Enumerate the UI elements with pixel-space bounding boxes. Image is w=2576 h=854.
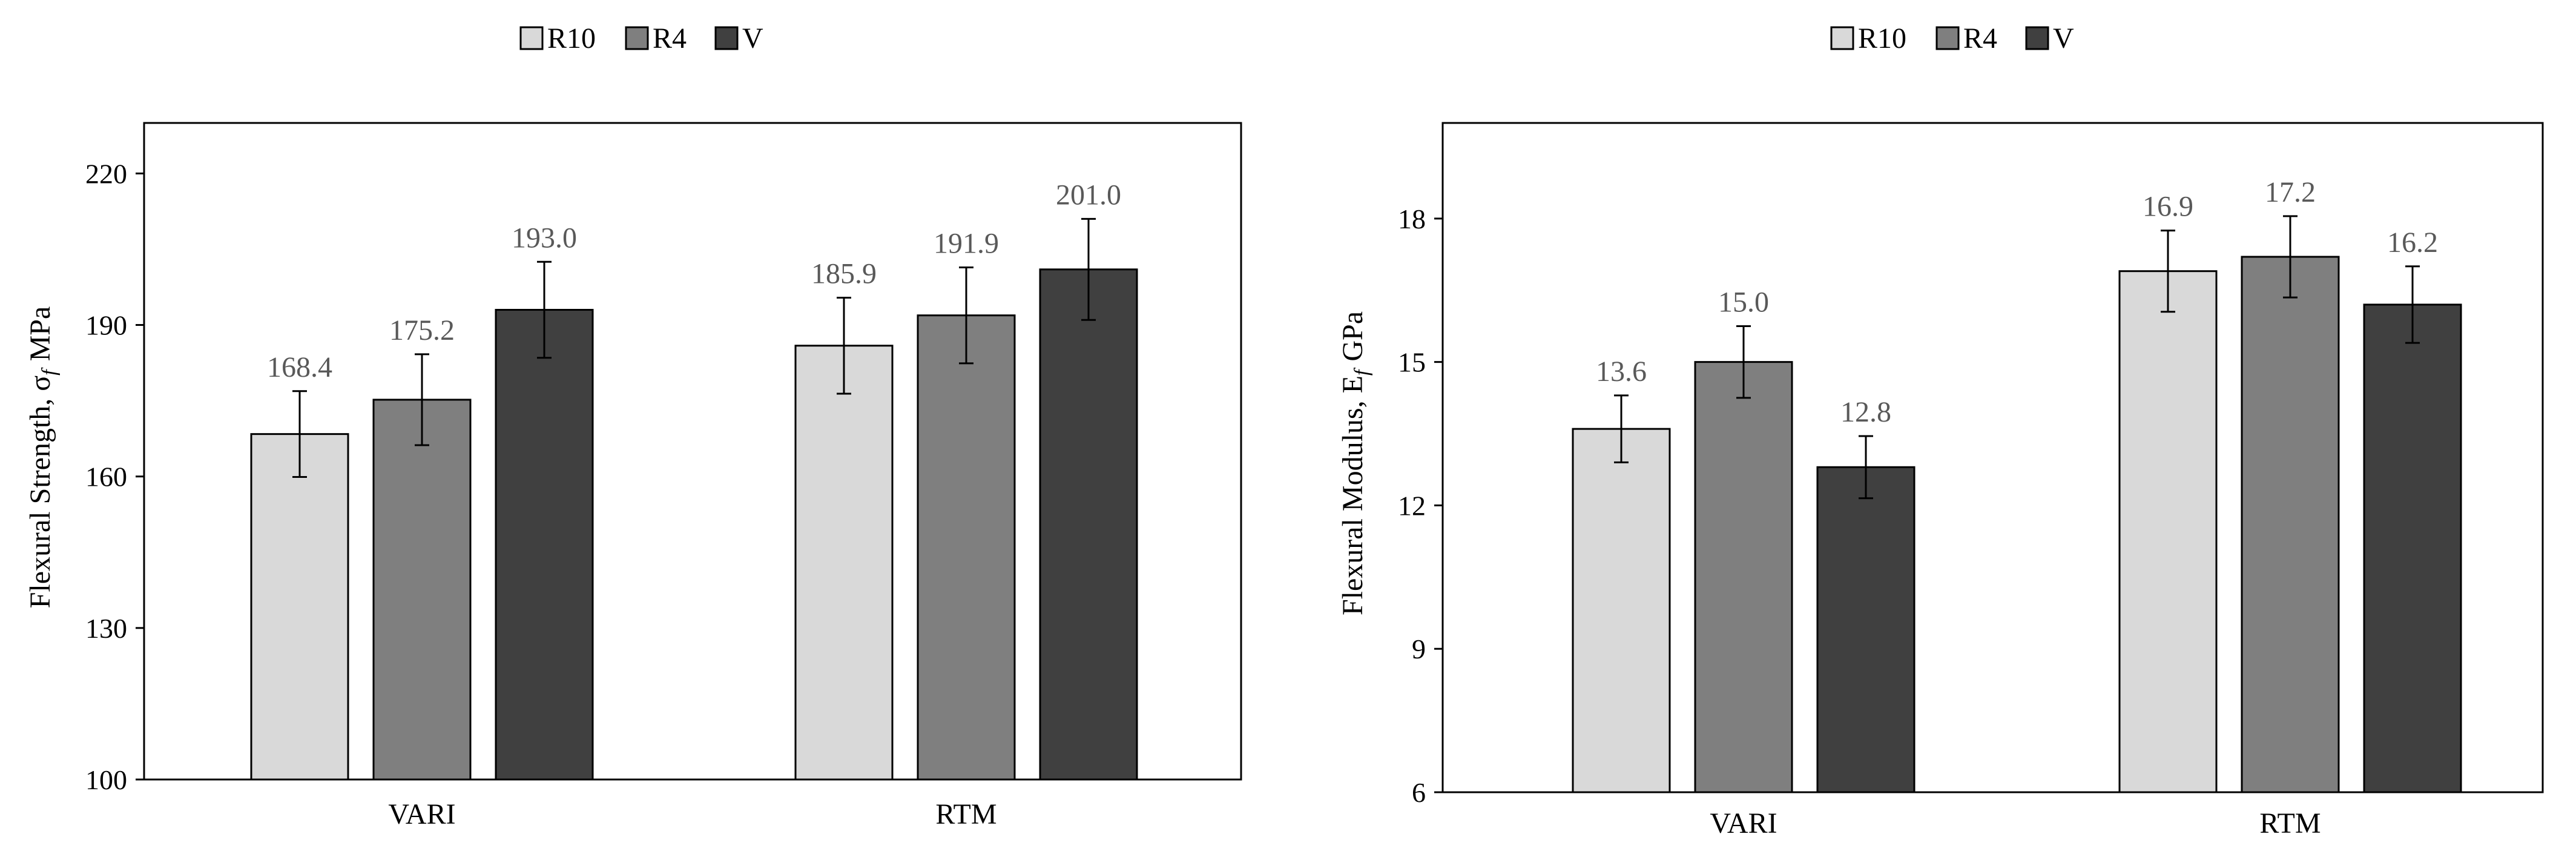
y-axis-label-unit: GPa	[1337, 311, 1369, 362]
bar-r10-rtm	[794, 345, 894, 781]
data-label: 193.0	[512, 222, 577, 254]
x-category-label: VARI	[388, 798, 455, 830]
data-label: 191.9	[934, 227, 999, 259]
bar-r4-rtm	[2241, 256, 2340, 793]
legend-label: R4	[1963, 22, 1997, 55]
data-label: 16.2	[2387, 227, 2438, 259]
bar-r10-vari	[250, 433, 349, 781]
y-tick-label: 160	[85, 462, 127, 492]
y-tick-label: 220	[85, 158, 127, 189]
legend-swatch-v	[714, 26, 739, 50]
bar-v-rtm	[2363, 303, 2462, 793]
data-label: 175.2	[389, 314, 455, 346]
legend-swatch-r4	[625, 26, 649, 50]
y-tick-label: 6	[1412, 777, 1426, 808]
data-label: 201.0	[1056, 179, 1121, 211]
legend-label: V	[742, 22, 763, 55]
y-axis-label-main: Flexural Modulus, E	[1337, 376, 1369, 615]
data-label: 13.6	[1596, 356, 1647, 388]
plot-area: 100 130 160 190 220 168.4 175.2 193.0 VARI 185.9 1…	[85, 122, 1242, 830]
plot-border	[143, 122, 1242, 781]
bar-r4-vari	[372, 399, 472, 781]
bar-r10-vari	[1572, 428, 1671, 793]
plot-border	[1441, 122, 2544, 793]
data-label: 168.4	[267, 351, 332, 383]
x-category-label: RTM	[2259, 807, 2321, 839]
y-axis-label: Flexural Modulus, Ef GPa	[1337, 311, 1373, 615]
bar-v-rtm	[1039, 268, 1138, 781]
y-tick-label: 190	[85, 310, 127, 341]
legend-label: R10	[547, 22, 596, 55]
bar-r4-rtm	[917, 314, 1016, 781]
data-label: 16.9	[2143, 191, 2193, 223]
legend-swatch-r4	[1935, 26, 1960, 50]
data-label: 12.8	[1840, 396, 1891, 428]
legend-swatch-v	[2025, 26, 2049, 50]
y-tick-label: 15	[1398, 347, 1426, 378]
y-tick-label: 130	[85, 613, 127, 644]
legend-swatch-r10	[1830, 26, 1854, 50]
y-axis-label-main: Flexural Strength, σ	[24, 376, 56, 609]
flexural-strength-chart: R10 R4 V 100 130 160 190 220 168.4 175.2 193.0 VAR…	[24, 22, 1242, 830]
plot-area: 6 9 12 15 18 13.6 15.0 12.8 VARI 16.9 17.2 16.2 RTM	[1398, 122, 2544, 839]
y-tick-label: 100	[85, 764, 127, 795]
legend-swatch-r10	[519, 26, 544, 50]
y-tick-label: 12	[1398, 490, 1426, 521]
bar-r4-vari	[1694, 361, 1793, 793]
x-category-label: RTM	[935, 798, 996, 830]
bar-r10-rtm	[2118, 270, 2218, 793]
y-axis-label-subscript: f	[1351, 367, 1373, 376]
data-label: 15.0	[1718, 286, 1769, 318]
y-tick-label: 18	[1398, 204, 1426, 234]
legend: R10 R4 V	[1830, 22, 2074, 55]
legend-label: V	[2053, 22, 2074, 55]
legend: R10 R4 V	[519, 22, 763, 55]
flexural-modulus-chart: R10 R4 V 6 9 12 15 18 13.6 15.0 12.8 VARI 16.9 17.2 1…	[1337, 22, 2544, 839]
y-axis-label-unit: MPa	[24, 306, 56, 362]
y-axis-label-subscript: f	[38, 367, 61, 376]
data-label: 17.2	[2265, 176, 2316, 208]
x-category-label: VARI	[1710, 807, 1777, 839]
bar-v-vari	[495, 309, 594, 781]
legend-label: R4	[653, 22, 687, 55]
bar-v-vari	[1816, 466, 1916, 793]
y-tick-label: 9	[1412, 634, 1426, 664]
legend-label: R10	[1858, 22, 1906, 55]
data-label: 185.9	[811, 258, 877, 290]
y-axis-label: Flexural Strength, σf MPa	[24, 306, 61, 609]
